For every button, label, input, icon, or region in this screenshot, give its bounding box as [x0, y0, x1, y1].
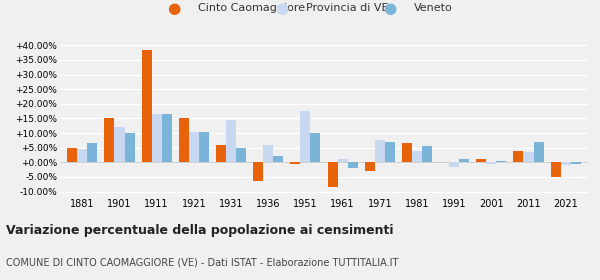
- Bar: [104, 118, 115, 162]
- Bar: [571, 162, 581, 164]
- Bar: [88, 143, 97, 162]
- Text: Provincia di VE: Provincia di VE: [306, 3, 389, 13]
- Bar: [199, 132, 209, 162]
- Text: ●: ●: [383, 1, 397, 16]
- Bar: [236, 148, 246, 162]
- Bar: [115, 127, 125, 162]
- Text: ●: ●: [167, 1, 181, 16]
- Bar: [328, 162, 338, 187]
- Bar: [125, 133, 134, 162]
- Text: Variazione percentuale della popolazione ai censimenti: Variazione percentuale della popolazione…: [6, 224, 394, 237]
- Bar: [67, 148, 77, 162]
- Bar: [533, 142, 544, 162]
- Text: Cinto Caomaggiore: Cinto Caomaggiore: [198, 3, 305, 13]
- Bar: [253, 162, 263, 181]
- Bar: [365, 162, 375, 171]
- Bar: [422, 146, 432, 162]
- Bar: [338, 159, 347, 162]
- Bar: [375, 140, 385, 162]
- Text: Veneto: Veneto: [414, 3, 453, 13]
- Text: ●: ●: [275, 1, 289, 16]
- Bar: [476, 159, 487, 162]
- Bar: [77, 149, 88, 162]
- Bar: [263, 145, 273, 162]
- Text: COMUNE DI CINTO CAOMAGGIORE (VE) - Dati ISTAT - Elaborazione TUTTITALIA.IT: COMUNE DI CINTO CAOMAGGIORE (VE) - Dati …: [6, 258, 398, 268]
- Bar: [301, 111, 310, 162]
- Bar: [560, 162, 571, 165]
- Bar: [290, 162, 301, 164]
- Bar: [496, 161, 506, 162]
- Bar: [179, 118, 189, 162]
- Bar: [385, 142, 395, 162]
- Bar: [161, 114, 172, 162]
- Bar: [226, 120, 236, 162]
- Bar: [551, 162, 560, 177]
- Bar: [459, 159, 469, 162]
- Bar: [347, 162, 358, 168]
- Bar: [402, 143, 412, 162]
- Bar: [216, 145, 226, 162]
- Bar: [189, 132, 199, 162]
- Bar: [523, 152, 533, 162]
- Bar: [449, 162, 459, 167]
- Bar: [412, 151, 422, 162]
- Bar: [310, 133, 320, 162]
- Bar: [487, 162, 496, 164]
- Bar: [514, 151, 523, 162]
- Bar: [152, 114, 161, 162]
- Bar: [142, 50, 152, 162]
- Bar: [273, 157, 283, 162]
